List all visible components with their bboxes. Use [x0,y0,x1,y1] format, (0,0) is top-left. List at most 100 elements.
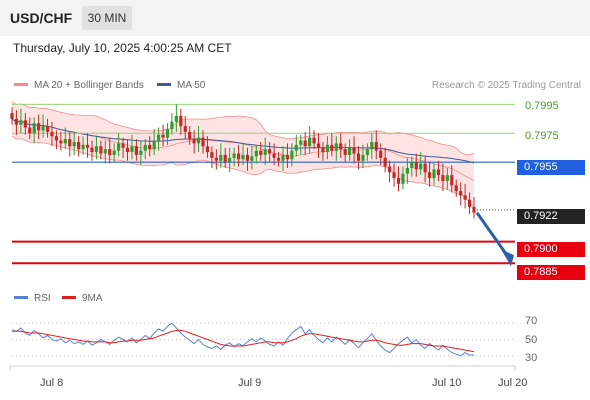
candle-body [436,169,441,176]
candle-body [99,146,103,154]
candle-body [103,149,107,154]
bollinger-swatch [14,82,28,86]
candle-body [383,157,387,167]
candle-body [454,185,458,192]
candle-body [236,153,241,160]
timeframe-button[interactable]: 30 MIN [82,6,132,30]
candle-body [201,137,205,147]
rsi-swatch [14,295,28,299]
legend-rsi-ma-label: 9MA [82,293,103,304]
candle-body [330,144,334,151]
candle-body [352,147,356,154]
candle-body [312,137,316,144]
candle-body [72,141,76,147]
candle-body [401,173,405,184]
support-price-tag-2: 0.7885 [517,265,585,280]
candle-body [321,147,325,153]
candle-body [325,144,330,153]
candle-body [427,172,432,179]
rsi-level-30: 30 [525,352,538,364]
header-bar: USD/CHF 30 MIN [0,0,590,36]
candle-body [343,149,347,155]
candle-body [348,147,352,155]
candle-body [259,150,263,155]
candle-body [334,143,338,151]
candle-body [472,206,476,213]
candle-body [148,144,152,150]
candle-body [445,175,449,181]
candle-body [59,140,63,144]
candle-body [392,172,396,179]
candle-body [410,162,414,168]
support-price-tag-1: 0.7900 [517,242,585,257]
candle-body [339,143,343,150]
bollinger-upper [11,101,475,156]
candle-body [254,150,258,157]
candle-body [134,146,138,155]
x-tick-jul9: Jul 9 [238,377,262,389]
candle-body [121,143,125,148]
forecast-arrow-head [501,249,514,267]
candle-body [290,150,294,160]
candle-body [77,141,81,150]
candle-body [32,123,36,134]
candle-body [432,169,436,179]
candle-body [152,140,156,150]
candle-body [125,147,130,153]
candle-body [423,163,427,173]
candle-body [459,191,463,196]
candle-body [219,154,223,161]
candle-body [45,126,50,132]
candle-body [112,150,116,155]
candle-body [85,144,90,148]
candle-body [441,175,445,181]
candle-body [276,157,281,161]
candle-body [188,131,192,140]
candle-body [161,134,165,138]
candle-body [23,120,27,128]
candle-body [467,199,472,207]
candle-body [19,120,23,125]
candle-body [405,167,409,174]
legend-rsi: RSI [14,293,51,304]
candle-body [143,144,147,151]
timestamp: Thursday, July 10, 2025 4:00:25 AM CET [13,41,232,55]
legend-ma50: MA 50 [157,80,205,91]
candle-body [205,146,210,153]
candle-body [50,131,54,137]
candle-body [294,144,298,151]
candle-body [272,153,276,158]
candle-body [356,153,361,161]
candle-body [387,166,392,173]
x-tick-jul20: Jul 20 [498,377,528,389]
candle-body [223,154,227,163]
bollinger-lower [11,135,475,209]
candle-body [250,156,254,161]
legend-bollinger: MA 20 + Bollinger Bands [14,80,144,91]
rsi-line [11,322,474,357]
research-credit: Research © 2025 Trading Central [431,80,581,91]
rsi-level-70: 70 [525,315,538,327]
ma50-swatch [157,82,171,86]
candle-body [228,157,232,163]
rsi-level-50: 50 [525,334,538,346]
candle-body [463,195,467,200]
candle-body [396,178,401,184]
resistance-label-2: 0.7995 [525,100,559,112]
current-price-tag: 0.7922 [517,209,585,224]
candle-body [183,126,187,132]
candle-body [414,162,418,170]
rsi-ma-swatch [62,295,76,299]
x-tick-jul8: Jul 8 [40,377,64,389]
resistance-label-1: 0.7975 [525,130,559,142]
legend-bollinger-label: MA 20 + Bollinger Bands [34,80,144,91]
candle-body [214,157,218,161]
candle-body [196,137,201,144]
candle-body [419,163,423,170]
candle-body [10,113,14,119]
candle-body [174,115,178,122]
candle-body [268,149,272,154]
candle-body [192,139,196,144]
candle-body [374,141,378,151]
candle-body [90,147,94,153]
